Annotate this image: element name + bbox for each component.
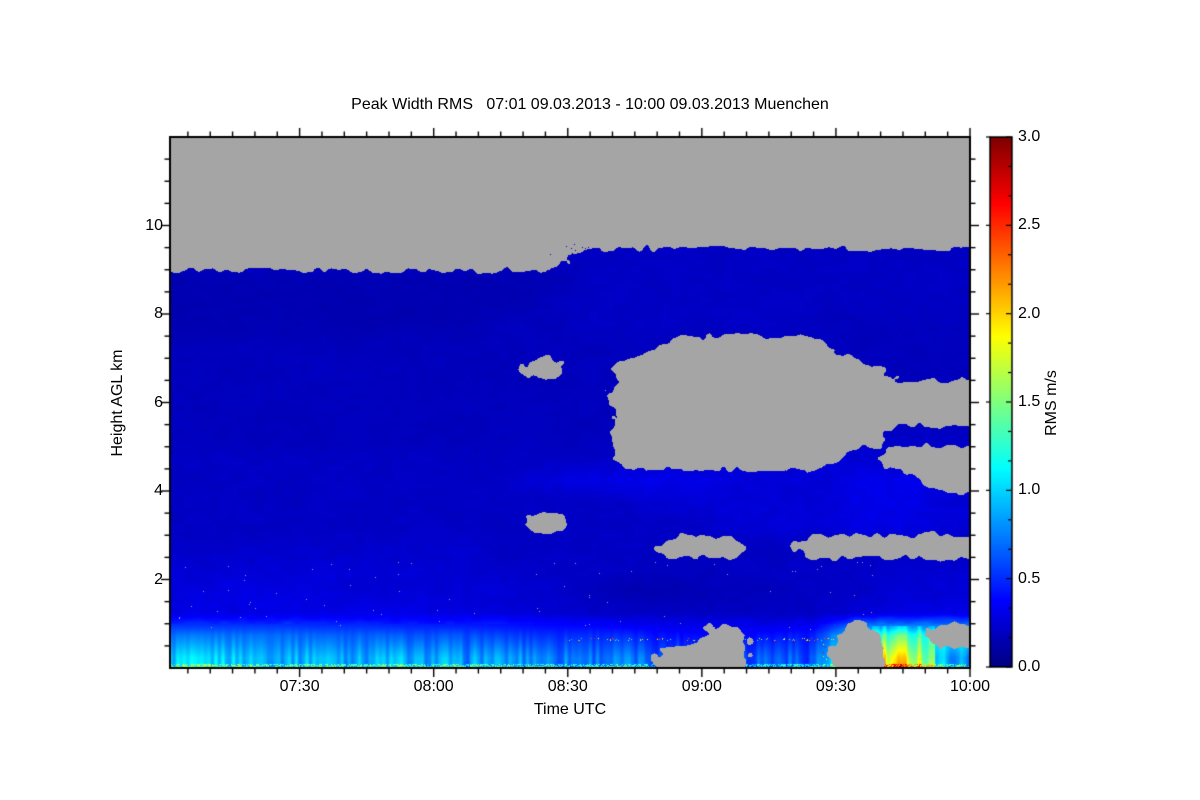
colorbar-tick-label: 0.5 xyxy=(1018,569,1041,587)
x-tick-label: 08:30 xyxy=(547,678,588,695)
x-tick-label: 09:30 xyxy=(815,678,856,695)
colorbar-tick-label: 1.5 xyxy=(1018,393,1041,410)
x-tick-label: 10:00 xyxy=(949,678,991,695)
colorbar-tick-label: 1.0 xyxy=(1018,481,1041,499)
x-tick-label: 07:30 xyxy=(279,678,320,695)
y-tick-label: 6 xyxy=(154,393,163,411)
colorbar-tick-label: 0.0 xyxy=(1018,658,1041,675)
heatmap-canvas xyxy=(170,137,970,668)
x-tick-label: 08:00 xyxy=(413,678,454,695)
y-tick-label: 10 xyxy=(145,216,163,234)
y-tick-label: 2 xyxy=(154,570,163,588)
colorbar-gradient xyxy=(990,137,1012,667)
y-tick-label: 4 xyxy=(154,482,163,499)
colorbar-tick-label: 3.0 xyxy=(1018,128,1041,145)
x-axis-label: Time UTC xyxy=(533,701,607,718)
x-tick-label: 09:00 xyxy=(681,678,722,695)
y-tick-label: 8 xyxy=(154,305,163,322)
plot-title: Peak Width RMS 07:01 09.03.2013 - 10:00 … xyxy=(351,96,829,113)
colorbar-tick-label: 2.5 xyxy=(1018,216,1041,234)
colorbar-tick-label: 2.0 xyxy=(1018,304,1041,322)
